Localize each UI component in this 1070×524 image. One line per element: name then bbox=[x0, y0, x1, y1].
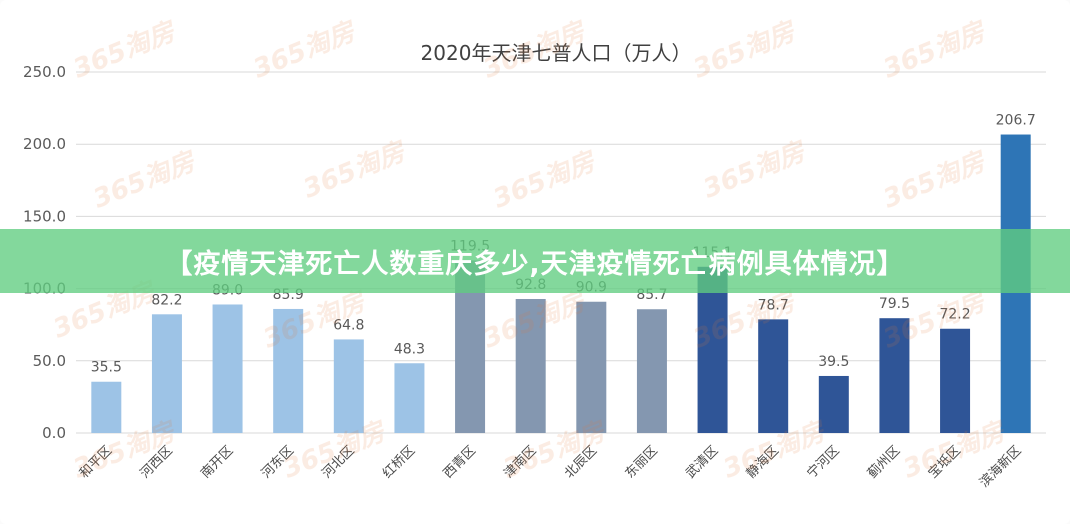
bar bbox=[758, 319, 789, 433]
y-tick-label: 50.0 bbox=[33, 352, 66, 370]
data-label: 39.5 bbox=[818, 354, 849, 370]
bar bbox=[879, 318, 910, 433]
x-axis-categories: 和平区 河西区 南开区 河东区 河北区 红桥区 西青区 津南区 北辰区 东丽区 武清区 静海区 宁河区蓟… bbox=[77, 443, 1025, 491]
bar bbox=[212, 304, 243, 433]
data-label: 72.2 bbox=[939, 307, 970, 323]
category-label: 河西区 bbox=[138, 443, 176, 481]
category-label: 宝坻区 bbox=[925, 443, 964, 482]
category-label: 北辰区 bbox=[562, 443, 600, 481]
bar bbox=[818, 375, 849, 433]
category-label: 武清区 bbox=[683, 443, 721, 481]
data-label: 48.3 bbox=[394, 341, 425, 357]
bar bbox=[697, 266, 728, 433]
bar bbox=[576, 301, 607, 433]
bar bbox=[151, 314, 182, 433]
category-label: 滨海新区 bbox=[976, 443, 1024, 491]
bar bbox=[273, 308, 304, 433]
category-label: 和平区 bbox=[77, 443, 115, 481]
bar bbox=[333, 339, 364, 433]
headline-text: 【疫情天津死亡人数重庆多少,天津疫情死亡病例具体情况】 bbox=[165, 248, 905, 280]
data-label: 79.5 bbox=[879, 296, 910, 312]
data-label: 82.2 bbox=[151, 292, 182, 308]
y-tick-label: 0.0 bbox=[42, 424, 66, 442]
data-label: 206.7 bbox=[996, 113, 1036, 129]
bar bbox=[636, 309, 667, 433]
bar bbox=[394, 363, 425, 433]
bar bbox=[940, 328, 971, 433]
category-label: 津南区 bbox=[501, 443, 540, 482]
data-label: 64.8 bbox=[333, 317, 364, 333]
y-tick-label: 150.0 bbox=[23, 207, 66, 225]
category-label: 河北区 bbox=[319, 443, 357, 481]
y-tick-label: 250.0 bbox=[23, 63, 66, 81]
category-label: 静海区 bbox=[744, 443, 782, 481]
category-label: 南开区 bbox=[197, 443, 236, 482]
data-label: 35.5 bbox=[91, 360, 122, 376]
category-label: 宁河区 bbox=[804, 443, 843, 482]
category-label: 东丽区 bbox=[623, 443, 661, 481]
category-label: 西青区 bbox=[441, 443, 479, 481]
chart-title: 2020年天津七普人口（万人） bbox=[421, 41, 692, 65]
category-label: 蓟州区 bbox=[865, 443, 903, 481]
bar bbox=[91, 381, 122, 433]
bar bbox=[515, 298, 546, 433]
category-label: 红桥区 bbox=[379, 443, 418, 482]
data-label: 78.7 bbox=[758, 297, 789, 313]
category-label: 河东区 bbox=[259, 443, 297, 481]
bars bbox=[91, 134, 1031, 433]
headline-banner: 【疫情天津死亡人数重庆多少,天津疫情死亡病例具体情况】 bbox=[0, 229, 1070, 293]
y-tick-label: 200.0 bbox=[23, 135, 66, 153]
